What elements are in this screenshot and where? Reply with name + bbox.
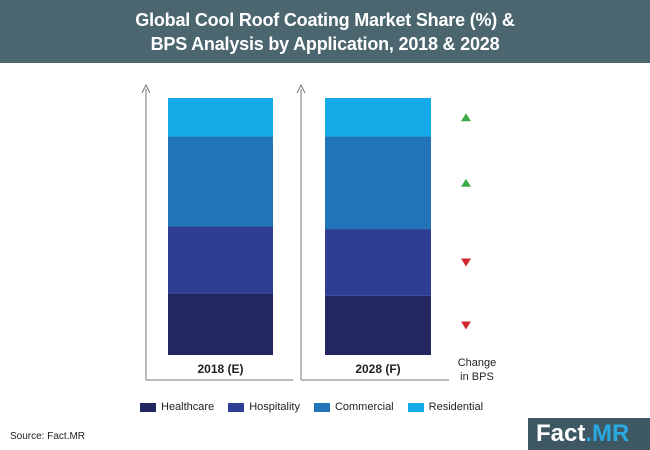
y-axis-arrow bbox=[141, 83, 151, 94]
legend-item-residential: Residential bbox=[407, 401, 484, 413]
legend-label: Commercial bbox=[334, 401, 394, 413]
category-label: 2018 (E) bbox=[197, 362, 243, 376]
legend-item-healthcare: Healthcare bbox=[140, 401, 214, 413]
logo-accent-text: .MR bbox=[585, 420, 630, 447]
bar-segment-residential bbox=[325, 98, 431, 137]
legend-swatch bbox=[228, 402, 245, 412]
change-in-bps-label: Change in BPS bbox=[452, 356, 502, 384]
bps-down-arrow-healthcare bbox=[461, 321, 471, 330]
stacked-bar-chart: 2018 (E) 2028 (F) bbox=[141, 83, 471, 381]
legend-swatch bbox=[140, 402, 156, 412]
legend-item-commercial: Commercial bbox=[313, 401, 394, 413]
change-label-line-1: Change bbox=[457, 357, 497, 369]
factmr-logo: Fact.MR bbox=[528, 418, 650, 450]
bar-segment-healthcare bbox=[168, 293, 273, 355]
y-axis-arrow bbox=[296, 83, 306, 94]
logo-main-text: Fact bbox=[536, 420, 586, 447]
chart-header: Global Cool Roof Coating Market Share (%… bbox=[0, 0, 650, 63]
chart-title-line-2: BPS Analysis by Application, 2018 & 2028 bbox=[150, 34, 500, 54]
bps-up-arrow-commercial bbox=[461, 178, 471, 187]
legend-label: Hospitality bbox=[249, 401, 300, 413]
bar-segment-commercial bbox=[168, 136, 273, 227]
legend-label: Residential bbox=[428, 401, 484, 413]
chart-legend: Healthcare Hospitality Commercial Residenti… bbox=[140, 399, 483, 415]
bar-segment-hospitality bbox=[325, 229, 431, 296]
bar-segment-residential bbox=[168, 98, 273, 137]
source-note: Source: Fact.MR bbox=[10, 431, 86, 442]
legend-label: Healthcare bbox=[161, 401, 215, 413]
legend-item-hospitality: Hospitality bbox=[228, 401, 300, 413]
legend-swatch bbox=[407, 402, 424, 412]
legend-swatch bbox=[313, 402, 330, 412]
change-label-line-2: in BPS bbox=[460, 371, 494, 383]
bar-segment-hospitality bbox=[168, 226, 273, 294]
chart-title-line-1: Global Cool Roof Coating Market Share (%… bbox=[135, 10, 515, 30]
bps-up-arrow-residential bbox=[461, 113, 471, 122]
bar-segment-commercial bbox=[325, 136, 431, 230]
category-label: 2028 (F) bbox=[355, 362, 400, 376]
bar-segment-healthcare bbox=[325, 295, 431, 355]
bps-down-arrow-hospitality bbox=[461, 258, 471, 267]
